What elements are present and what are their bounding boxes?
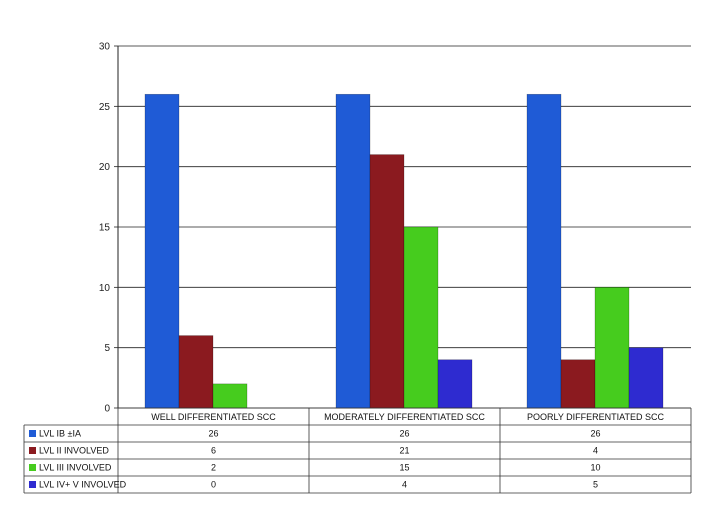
bar-3-2 <box>403 226 439 409</box>
bar-2-2 <box>369 154 405 409</box>
legend-swatch <box>29 447 36 454</box>
y-tick-label: 0 <box>104 404 110 415</box>
data-cell-value: 15 <box>399 463 409 473</box>
bar-1-1 <box>144 93 180 409</box>
data-cell-value: 26 <box>399 429 409 439</box>
category-label: WELL DIFFERENTIATED SCC <box>151 412 276 422</box>
data-table: WELL DIFFERENTIATED SCC MODERATELY DIFFER… <box>23 407 692 494</box>
y-tick-label: 20 <box>99 162 111 173</box>
category-label: POORLY DIFFERENTIATED SCC <box>527 412 665 422</box>
bar-4-2 <box>437 359 473 409</box>
legend-swatch <box>29 464 36 471</box>
bar-4-3 <box>628 347 664 409</box>
y-tick-label: 25 <box>99 102 111 113</box>
data-cell-value: 26 <box>590 429 600 439</box>
data-cell-value: 21 <box>399 446 409 456</box>
y-tick-label: 5 <box>104 343 110 354</box>
data-cell-value: 4 <box>402 480 407 490</box>
bar-2-1 <box>178 335 214 409</box>
bar-2-3 <box>560 359 596 409</box>
data-cell-value: 5 <box>593 480 598 490</box>
data-cell-value: 4 <box>593 446 598 456</box>
y-tick-label: 30 <box>99 42 111 53</box>
legend-swatch <box>29 481 36 488</box>
y-tick-label: 10 <box>99 283 111 294</box>
bar-1-2 <box>335 93 371 409</box>
y-axis-ticks: 0 5 10 15 20 25 30 <box>99 42 118 415</box>
series-label: LVL III INVOLVED <box>39 463 112 473</box>
category-label: MODERATELY DIFFERENTIATED SCC <box>324 412 485 422</box>
bar-3-1 <box>212 383 248 409</box>
bars <box>144 93 664 409</box>
bar-1-3 <box>526 93 562 409</box>
series-label: LVL IV+ V INVOLVED <box>39 480 127 490</box>
series-label: LVL IB ±IA <box>39 429 81 439</box>
bar-3-3 <box>594 287 630 409</box>
legend-swatch <box>29 430 36 437</box>
series-label: LVL II INVOLVED <box>39 446 109 456</box>
data-cell-value: 2 <box>211 463 216 473</box>
data-cell-value: 6 <box>211 446 216 456</box>
y-tick-label: 15 <box>99 223 111 234</box>
data-cell-value: 10 <box>590 463 600 473</box>
data-cell-value: 26 <box>208 429 218 439</box>
data-cell-value: 0 <box>211 480 216 490</box>
